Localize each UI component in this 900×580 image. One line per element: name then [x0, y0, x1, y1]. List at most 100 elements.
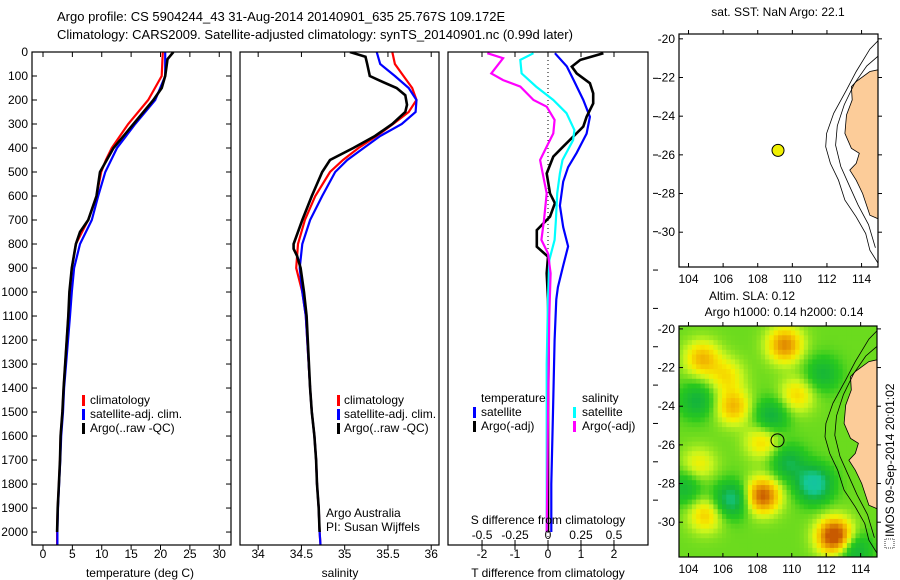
- sla-cell: [834, 489, 839, 495]
- sla-cell: [769, 412, 775, 418]
- sla-cell: [683, 460, 689, 466]
- sla-cell: [816, 329, 822, 336]
- sla-cell: [752, 387, 758, 394]
- sla-cell: [799, 387, 805, 394]
- sla-cell: [704, 479, 710, 486]
- sla-cell: [743, 344, 749, 350]
- sla-cell: [704, 518, 710, 524]
- sla-cell: [704, 387, 710, 394]
- sla-cell: [812, 513, 818, 519]
- sla-cell: [709, 474, 714, 481]
- sla-cell: [704, 397, 710, 403]
- sla-cell: [803, 528, 809, 534]
- sla-cell: [743, 436, 749, 442]
- lon-tick-label: 104: [678, 562, 698, 576]
- sla-cell: [747, 484, 753, 490]
- sla-cell: [730, 412, 736, 418]
- sla-cell: [846, 465, 852, 471]
- sla-cell: [713, 387, 719, 394]
- sla-cell: [735, 412, 740, 418]
- sla-cell: [709, 537, 714, 544]
- sla-cell: [735, 431, 740, 437]
- sla-cell: [838, 489, 844, 495]
- sla-cell: [769, 484, 775, 490]
- sla-cell: [851, 532, 857, 539]
- sla-cell: [834, 460, 839, 466]
- sla-cell: [786, 344, 792, 350]
- sla-cell: [747, 344, 753, 350]
- sla-cell: [679, 378, 684, 384]
- sla-cell: [855, 499, 861, 505]
- sla-cell: [713, 474, 719, 481]
- sla-cell: [821, 465, 826, 471]
- sla-cell: [803, 460, 809, 466]
- sla-cell: [795, 499, 801, 505]
- sla-cell: [747, 431, 753, 437]
- sla-cell: [747, 412, 753, 418]
- sla-cell: [790, 339, 796, 345]
- sla-cell: [730, 494, 736, 500]
- sla-cell: [834, 474, 839, 481]
- sla-cell: [735, 465, 740, 471]
- sla-cell: [829, 518, 835, 524]
- sla-cell: [756, 387, 762, 394]
- sla-cell: [851, 363, 857, 370]
- sla-cell: [851, 470, 857, 476]
- sla-cell: [752, 349, 758, 355]
- sla-cell: [735, 368, 740, 374]
- lat-tick-label: -22: [658, 361, 676, 375]
- sla-cell: [773, 460, 779, 466]
- sla-cell: [773, 489, 779, 495]
- sla-cell: [743, 383, 749, 389]
- sla-cell: [760, 450, 766, 457]
- sla-cell: [679, 329, 684, 336]
- sla-cell: [816, 484, 822, 490]
- sla-cell: [683, 407, 689, 413]
- sla-cell: [683, 373, 689, 379]
- sla-cell: [679, 542, 684, 548]
- sla-cell: [838, 368, 844, 374]
- sla-cell: [795, 431, 801, 437]
- sla-cell: [825, 460, 831, 466]
- sla-cell: [700, 474, 706, 481]
- sla-cell: [855, 513, 861, 519]
- sla-cell: [765, 494, 770, 500]
- sla-cell: [713, 455, 719, 461]
- sla-cell: [838, 378, 844, 384]
- sla-cell: [799, 445, 805, 452]
- sla-cell: [747, 441, 753, 447]
- sla-cell: [846, 513, 852, 519]
- sla-cell: [765, 416, 770, 423]
- sla-cell: [803, 354, 809, 360]
- sla-cell: [683, 474, 689, 481]
- sla-cell: [747, 407, 753, 413]
- sla-cell: [829, 470, 835, 476]
- sla-cell: [816, 392, 822, 399]
- sla-cell: [846, 358, 852, 365]
- sla-cell: [838, 441, 844, 447]
- sla-cell: [756, 344, 762, 350]
- sla-cell: [739, 465, 745, 471]
- sla-cell: [773, 479, 779, 486]
- sla-cell: [756, 523, 762, 529]
- sla-cell: [812, 532, 818, 539]
- sla-cell: [691, 489, 697, 495]
- sla-cell: [821, 528, 826, 534]
- sla-cell: [752, 450, 758, 457]
- sla-cell: [765, 552, 770, 557]
- sla-cell: [717, 455, 723, 461]
- sla-cell: [842, 552, 848, 557]
- sla-cell: [808, 431, 813, 437]
- sla-cell: [713, 416, 719, 423]
- sla-cell: [838, 354, 844, 360]
- sla-cell: [679, 513, 684, 519]
- sla-cell: [687, 358, 693, 365]
- sla-cell: [743, 368, 749, 374]
- sla-cell: [812, 431, 818, 437]
- sla-cell: [756, 349, 762, 355]
- salinity-panel: 34 34.5 35 35.5 36: [239, 51, 440, 561]
- sla-cell: [825, 344, 831, 350]
- sla-cell: [726, 373, 732, 379]
- sla-cell: [795, 513, 801, 519]
- sla-cell: [722, 334, 727, 341]
